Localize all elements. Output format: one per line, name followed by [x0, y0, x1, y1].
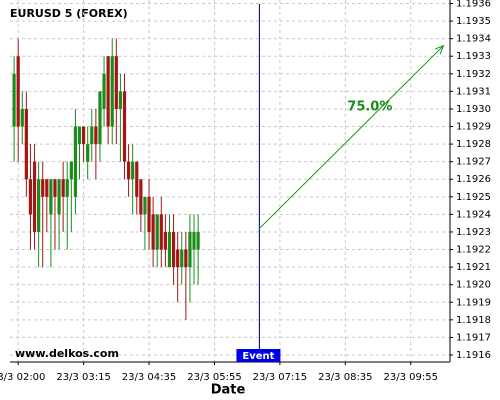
candle-body	[155, 214, 159, 250]
y-tick-label: 1.1926	[456, 174, 491, 185]
candle-body	[37, 179, 41, 232]
event-label-box	[236, 349, 281, 362]
y-tick-label: 1.1933	[456, 51, 491, 62]
candle-body	[139, 179, 143, 215]
y-tick-label: 1.1916	[456, 350, 491, 361]
candle-body	[65, 179, 69, 197]
candle-body	[147, 196, 151, 232]
y-tick-label: 1.1919	[456, 297, 491, 308]
y-tick-label: 1.1928	[456, 139, 491, 150]
x-tick-label: 23/3 07:15	[253, 372, 307, 383]
candle-body	[114, 56, 118, 109]
x-axis-title: Date	[211, 383, 246, 398]
y-tick-label: 1.1931	[456, 86, 491, 97]
candle-body	[24, 108, 28, 180]
candle-body	[167, 231, 172, 268]
candle-body	[122, 91, 127, 162]
y-tick-label: 1.1929	[456, 122, 491, 133]
candle-body	[90, 126, 94, 145]
y-tick-label: 1.1922	[456, 245, 491, 256]
candle-body	[61, 179, 65, 197]
y-tick-label: 1.1925	[456, 192, 491, 203]
candle-body	[57, 179, 61, 215]
candle-body	[159, 214, 163, 250]
y-tick-label: 1.1920	[456, 280, 491, 291]
candle-body	[196, 231, 200, 250]
candle-body	[94, 126, 98, 145]
candle-body	[69, 161, 73, 180]
y-tick-label: 1.1927	[456, 157, 491, 168]
candle-body	[106, 56, 110, 127]
candle-body	[20, 108, 24, 127]
projection-arrow	[259, 45, 444, 229]
event-label: Event	[242, 351, 274, 362]
candle-body	[82, 126, 86, 145]
x-tick-label: 23/3 08:35	[318, 372, 372, 383]
candle-body	[151, 214, 155, 250]
candle-body	[32, 161, 37, 232]
watermark: www.delkos.com	[15, 347, 119, 360]
arrow-head	[434, 44, 445, 55]
x-tick-label: 23/3 03:15	[56, 372, 110, 383]
candle-body	[171, 231, 176, 268]
candle-body	[126, 161, 131, 180]
candle-body	[45, 179, 49, 197]
candle-body	[28, 179, 33, 215]
y-tick-label: 1.1934	[456, 34, 491, 45]
candle-body	[188, 231, 192, 268]
candle-body	[110, 56, 114, 127]
candle-body	[192, 231, 196, 250]
candle-body	[98, 91, 102, 145]
candle-body	[53, 179, 57, 197]
candle-body	[135, 161, 139, 197]
candle-body	[118, 91, 123, 109]
x-tick-label: 23/3 04:35	[122, 372, 176, 383]
candle-body	[102, 73, 106, 109]
y-tick-label: 1.1921	[456, 262, 491, 273]
y-tick-label: 1.1936	[456, 0, 491, 10]
candle-body	[86, 144, 90, 162]
candle-body	[180, 249, 184, 268]
candle-body	[73, 126, 78, 197]
y-tick-label: 1.1923	[456, 227, 491, 238]
y-tick-label: 1.1935	[456, 16, 491, 27]
x-tick-label: 23/3 09:55	[384, 372, 438, 383]
y-tick-label: 1.1917	[456, 332, 491, 343]
y-tick-label: 1.1930	[456, 104, 491, 115]
chart-title: EURUSD 5 (FOREX)	[10, 7, 128, 20]
candle-body	[49, 179, 53, 215]
candle-body	[131, 161, 135, 180]
y-tick-label: 1.1918	[456, 315, 491, 326]
x-tick-label: 23/3 02:00	[0, 372, 45, 383]
y-tick-label: 1.1924	[456, 209, 491, 220]
candle-body	[176, 249, 180, 268]
candle-body	[41, 179, 45, 197]
candle-body	[143, 196, 147, 215]
candle-body	[16, 56, 20, 127]
candle-body	[77, 126, 82, 145]
y-tick-label: 1.1932	[456, 69, 491, 80]
candle-body	[163, 231, 167, 250]
projection-label: 75.0%	[347, 99, 392, 114]
candle-body	[184, 249, 188, 268]
candle-body	[12, 73, 16, 127]
x-tick-label: 23/3 05:55	[187, 372, 241, 383]
